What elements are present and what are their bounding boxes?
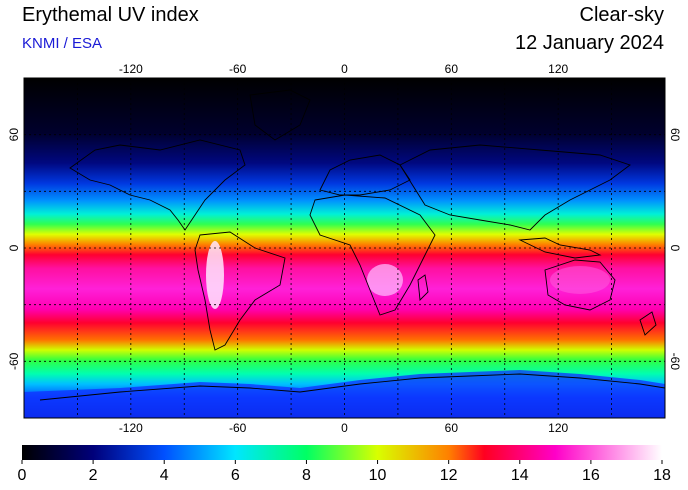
map-frame: [23, 77, 666, 419]
colorbar-tick-label: 4: [160, 467, 169, 484]
longitude-tick-label: 0: [341, 62, 348, 76]
latitude-tick-label: 0: [7, 244, 21, 251]
latitude-tick-label: -60: [668, 353, 682, 371]
colorbar-tick-label: 18: [653, 467, 671, 484]
colorbar-tick-label: 6: [231, 467, 240, 484]
date-label: 12 January 2024: [514, 32, 664, 54]
map-title: Erythemal UV index: [22, 4, 199, 26]
longitude-tick-label: -120: [119, 62, 143, 76]
colorbar-tick-label: 8: [302, 467, 311, 484]
longitude-tick-label: -60: [229, 62, 247, 76]
longitude-ticks-top: -120 -60 0 60 120: [119, 62, 569, 76]
latitude-tick-label: 60: [668, 128, 682, 142]
colorbar-ticks: 0 2 4 6 8 10 12 14 16 18: [18, 460, 671, 484]
latitude-ticks-left: 60 0 -60: [7, 128, 21, 370]
longitude-tick-label: -120: [119, 421, 143, 435]
graticule: [24, 78, 665, 418]
longitude-tick-label: 60: [445, 421, 459, 435]
colorbar-tick-label: 2: [89, 467, 98, 484]
latitude-tick-label: 60: [7, 128, 21, 142]
longitude-tick-label: 120: [548, 421, 568, 435]
colorbar-tick-label: 12: [440, 467, 458, 484]
product-label: Clear-sky: [579, 4, 664, 26]
longitude-tick-label: 60: [445, 62, 459, 76]
longitude-tick-label: 120: [548, 62, 568, 76]
longitude-tick-label: 0: [341, 421, 348, 435]
latitude-tick-label: -60: [7, 352, 21, 370]
andes-uv-maximum: [206, 241, 224, 309]
longitude-ticks-bottom: -120 -60 0 60 120: [119, 421, 569, 435]
colorbar-tick-label: 16: [582, 467, 600, 484]
uv-colorbar: [22, 445, 662, 460]
colorbar-tick-label: 0: [18, 467, 27, 484]
latitude-tick-label: 0: [668, 245, 682, 252]
southern-africa-uv-maximum: [367, 264, 403, 296]
colorbar-tick-label: 14: [511, 467, 529, 484]
coastlines: [39, 89, 665, 401]
latitude-ticks-right: 60 0 -60: [668, 128, 682, 370]
data-source-label: KNMI / ESA: [22, 35, 103, 52]
australia-uv-maximum: [550, 266, 610, 294]
colorbar-tick-label: 10: [369, 467, 387, 484]
longitude-tick-label: -60: [229, 421, 247, 435]
